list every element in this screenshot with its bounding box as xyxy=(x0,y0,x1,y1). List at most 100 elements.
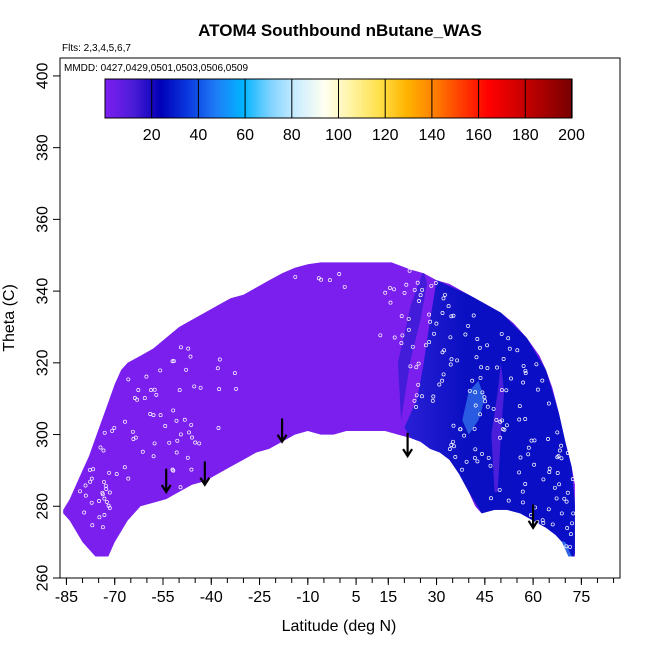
colorbar-swatch xyxy=(473,79,477,118)
y-tick-label: 340 xyxy=(35,278,52,305)
colorbar-swatch xyxy=(255,79,259,118)
colorbar-swatch xyxy=(527,79,532,118)
sample-point xyxy=(427,312,432,317)
sample-point xyxy=(232,371,237,376)
x-tick-label: -10 xyxy=(296,589,319,606)
sample-point xyxy=(97,499,101,503)
colorbar-swatch xyxy=(507,79,511,118)
sample-point xyxy=(571,511,576,516)
x-tick-label: -25 xyxy=(248,589,271,606)
colorbar-swatch xyxy=(540,79,545,118)
sample-point xyxy=(460,467,464,472)
colorbar-swatch xyxy=(328,79,332,118)
sample-point xyxy=(192,384,197,389)
sample-point xyxy=(564,499,569,504)
sample-points xyxy=(78,268,576,549)
colorbar-swatch xyxy=(299,79,303,118)
filament-region xyxy=(462,380,485,435)
colorbar-swatch xyxy=(177,79,181,118)
sample-point xyxy=(149,388,153,393)
sample-point xyxy=(499,388,504,393)
sample-point xyxy=(498,419,503,424)
sample-point xyxy=(485,366,490,371)
sample-point xyxy=(420,287,425,292)
sample-point xyxy=(521,363,526,368)
sample-point xyxy=(182,417,187,422)
sample-point xyxy=(197,441,202,446)
sample-point xyxy=(416,382,421,387)
sample-point xyxy=(392,335,397,340)
colorbar-swatch xyxy=(374,79,379,118)
colorbar-swatch xyxy=(341,79,345,118)
sample-point xyxy=(440,350,445,355)
colorbar-swatch xyxy=(447,79,451,118)
colorbar-tick-label: 180 xyxy=(512,127,539,144)
sample-point xyxy=(554,496,559,501)
colorbar-swatch xyxy=(395,79,399,118)
x-tick-label: 60 xyxy=(524,589,542,606)
sample-point xyxy=(177,388,182,393)
colorbar-swatch xyxy=(354,79,358,118)
colorbar-swatch xyxy=(110,79,114,118)
sample-point xyxy=(100,525,105,530)
arrow-marker xyxy=(276,418,288,444)
sample-point xyxy=(189,467,194,472)
colorbar-swatch xyxy=(226,79,231,118)
sample-point xyxy=(427,340,432,345)
colorbar-swatch xyxy=(481,79,485,118)
sample-point xyxy=(447,447,452,451)
colorbar-swatch xyxy=(551,79,555,118)
sample-point xyxy=(412,287,417,292)
sample-point xyxy=(133,435,138,440)
colorbar-swatch xyxy=(146,79,150,118)
x-tick-label: -70 xyxy=(103,589,126,606)
arrow-marker xyxy=(160,468,172,494)
colorbar-swatch xyxy=(486,79,490,118)
colorbar-swatch xyxy=(476,79,480,118)
sample-point xyxy=(188,354,193,359)
colorbar-tick-label: 20 xyxy=(143,127,161,144)
colorbar-swatch xyxy=(198,79,202,118)
sample-point xyxy=(234,386,239,391)
colorbar-swatch xyxy=(322,79,327,118)
colorbar-swatch xyxy=(382,79,386,118)
sample-point xyxy=(463,332,468,337)
sample-point xyxy=(478,412,483,417)
colorbar-swatch xyxy=(525,79,529,118)
sample-point xyxy=(478,375,483,380)
sample-point xyxy=(417,299,421,303)
colorbar-swatch xyxy=(245,79,249,118)
y-tick-label: 380 xyxy=(35,134,52,161)
colorbar-swatch xyxy=(418,79,423,118)
colorbar-swatch xyxy=(408,79,412,118)
colorbar-swatch xyxy=(385,79,389,118)
sample-point xyxy=(293,274,298,279)
colorbar-tick-label: 60 xyxy=(236,127,254,144)
colorbar-swatch xyxy=(278,79,283,118)
colorbar-swatch xyxy=(333,79,337,118)
colorbar-swatch xyxy=(265,79,270,118)
sample-point xyxy=(555,430,560,435)
sample-point xyxy=(562,496,567,501)
colorbar-swatch xyxy=(193,79,197,118)
colorbar-swatch xyxy=(154,79,158,118)
sample-point xyxy=(498,435,503,440)
colorbar-swatch xyxy=(250,79,254,118)
colorbar-swatch xyxy=(390,79,394,118)
x-tick-label: -40 xyxy=(200,589,223,606)
colorbar-swatch xyxy=(239,79,244,118)
colorbar-swatch xyxy=(302,79,306,118)
colorbar-swatch xyxy=(162,79,166,118)
y-tick-label: 280 xyxy=(35,493,52,520)
colorbar-swatch xyxy=(107,79,111,118)
sample-point xyxy=(418,293,423,298)
colorbar-swatch xyxy=(188,79,192,118)
colorbar-swatch xyxy=(125,79,129,118)
y-tick-label: 260 xyxy=(35,565,52,592)
sample-point xyxy=(431,394,436,399)
sample-point xyxy=(541,521,546,525)
colorbar-swatch xyxy=(501,79,506,118)
colorbar-swatch xyxy=(263,79,267,118)
sample-point xyxy=(178,345,183,350)
colorbar-swatch xyxy=(185,79,189,118)
